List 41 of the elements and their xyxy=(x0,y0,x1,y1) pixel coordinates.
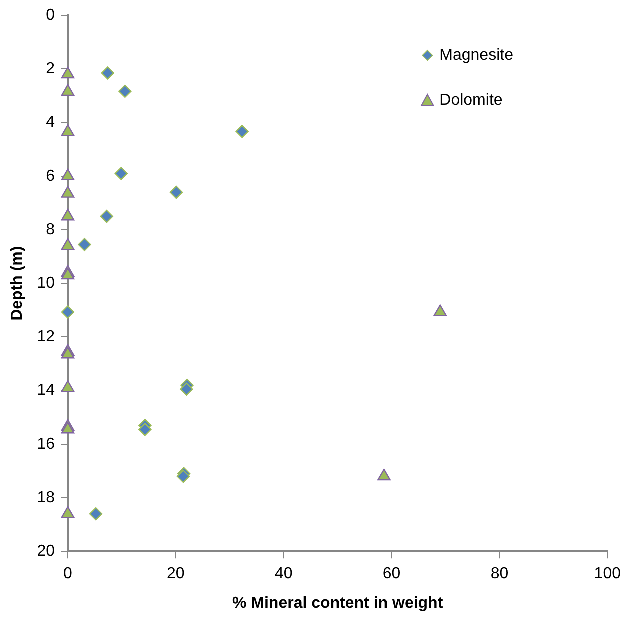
point xyxy=(176,470,190,484)
x-tick-label: 0 xyxy=(64,566,73,583)
x-axis-title: % Mineral content in weight xyxy=(232,594,444,612)
legend-label: Dolomite xyxy=(440,92,503,110)
point xyxy=(61,66,75,79)
legend-label: Magnesite xyxy=(440,47,514,64)
y-tick-label: 14 xyxy=(37,382,56,400)
point xyxy=(78,238,92,252)
point xyxy=(61,124,75,136)
point xyxy=(61,268,75,280)
point xyxy=(61,506,75,518)
point xyxy=(434,304,448,316)
x-tick-label: 80 xyxy=(490,566,509,583)
point xyxy=(61,84,75,96)
point xyxy=(138,423,152,436)
point xyxy=(61,306,75,319)
y-tick-label: 4 xyxy=(46,114,56,132)
point xyxy=(61,168,75,180)
y-tick-label: 8 xyxy=(46,221,56,238)
point xyxy=(378,468,391,481)
y-tick-label: 18 xyxy=(37,489,56,506)
point xyxy=(61,422,75,434)
x-tick-label: 20 xyxy=(167,566,185,583)
point xyxy=(61,186,75,198)
x-tick-label: 60 xyxy=(382,566,401,583)
x-tick-label: 40 xyxy=(274,566,293,583)
y-axis-title: Depth (m) xyxy=(9,246,26,321)
point xyxy=(180,382,194,396)
y-tick-label: 20 xyxy=(37,543,56,560)
y-tick-label: 0 xyxy=(46,7,56,24)
y-tick-label: 12 xyxy=(37,328,56,346)
point xyxy=(61,238,75,250)
point xyxy=(89,507,103,521)
y-tick-label: 10 xyxy=(37,275,56,292)
point xyxy=(61,347,75,359)
y-tick-label: 16 xyxy=(37,436,56,453)
y-tick-label: 2 xyxy=(46,60,56,78)
point xyxy=(61,209,75,221)
y-tick-label: 6 xyxy=(46,168,56,185)
point xyxy=(61,380,75,392)
x-tick-label: 100 xyxy=(594,566,622,583)
